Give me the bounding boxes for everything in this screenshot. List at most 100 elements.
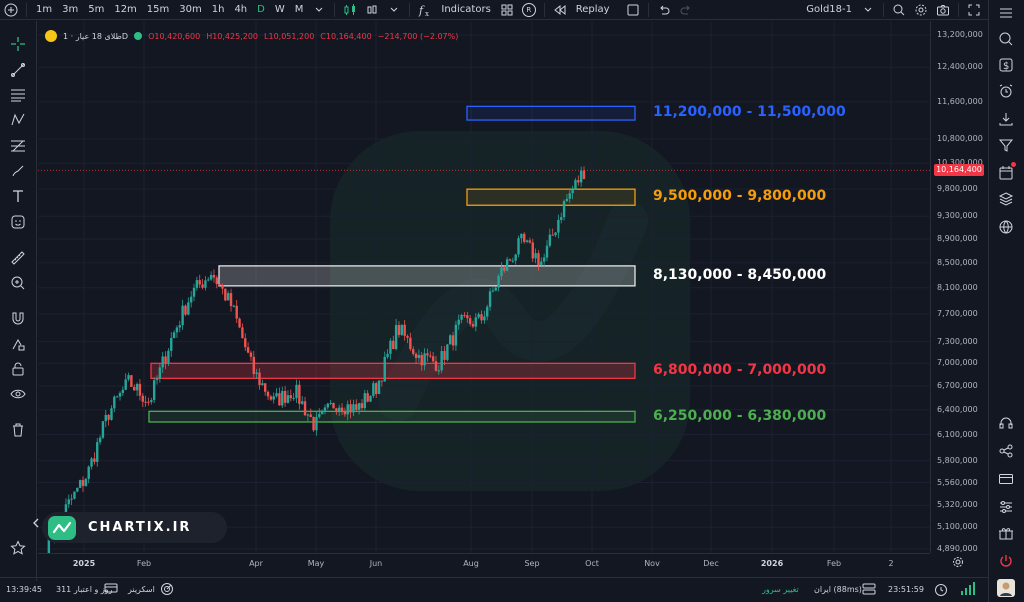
screener-link[interactable]: اسکرینر xyxy=(128,585,155,594)
screener-filter-icon[interactable] xyxy=(997,136,1015,154)
interval-3m[interactable]: 3m xyxy=(62,4,79,15)
magnet-icon[interactable] xyxy=(9,309,27,327)
candles-icon[interactable] xyxy=(342,2,358,18)
interval-D[interactable]: D xyxy=(257,4,265,15)
chevron-down-icon[interactable] xyxy=(386,2,402,18)
search-icon[interactable] xyxy=(997,30,1015,48)
indicators-button[interactable]: Indicators xyxy=(441,4,491,15)
interval-15m[interactable]: 15m xyxy=(146,4,170,15)
alarm-icon[interactable] xyxy=(997,82,1015,100)
candle-body xyxy=(246,347,250,353)
dollar-icon[interactable]: $ xyxy=(997,56,1015,74)
settings-sliders-icon[interactable] xyxy=(997,498,1015,516)
power-icon[interactable] xyxy=(997,552,1015,570)
emoji-icon[interactable] xyxy=(9,213,27,231)
download-icon[interactable] xyxy=(997,110,1015,128)
zone-box[interactable] xyxy=(466,105,636,121)
history-icon[interactable] xyxy=(934,583,948,597)
gift-icon[interactable] xyxy=(997,524,1015,542)
legend-high: H10,425,200 xyxy=(206,31,259,41)
candle-body xyxy=(218,284,221,286)
zone-box[interactable] xyxy=(150,362,636,379)
interval-M[interactable]: M xyxy=(294,4,304,15)
candle-body xyxy=(571,189,574,194)
replay-icon[interactable] xyxy=(552,2,568,18)
redo-icon[interactable] xyxy=(678,2,694,18)
candle-body xyxy=(542,257,546,262)
symbol-logo-icon xyxy=(45,30,57,42)
candle-body xyxy=(127,375,130,380)
zone-box[interactable] xyxy=(466,188,636,206)
interval-1h[interactable]: 1h xyxy=(211,4,225,15)
interval-5m[interactable]: 5m xyxy=(88,4,105,15)
rectangle-icon[interactable] xyxy=(625,2,641,18)
credit-card-status-icon[interactable] xyxy=(104,582,118,594)
candle-body xyxy=(403,324,406,336)
pattern-icon[interactable] xyxy=(9,111,27,129)
share-icon[interactable] xyxy=(997,442,1015,460)
interval-1m[interactable]: 1m xyxy=(36,4,53,15)
globe-icon[interactable] xyxy=(997,218,1015,236)
menu-icon[interactable] xyxy=(997,4,1015,22)
divider xyxy=(334,2,336,17)
zone-box[interactable] xyxy=(218,265,636,287)
layers-icon[interactable] xyxy=(997,190,1015,208)
undo-icon[interactable] xyxy=(656,2,672,18)
symbol-name[interactable]: Gold18-1 xyxy=(806,4,852,15)
r-badge[interactable]: R xyxy=(521,2,536,17)
trend-line-icon[interactable] xyxy=(9,61,27,79)
chevron-down-icon[interactable] xyxy=(860,2,876,18)
signal-strength-icon xyxy=(960,582,976,596)
eye-icon[interactable] xyxy=(9,385,27,403)
magnify-icon[interactable] xyxy=(891,2,907,18)
avatar[interactable] xyxy=(997,579,1015,597)
credit-card-icon[interactable] xyxy=(997,470,1015,488)
gear-icon[interactable] xyxy=(913,2,929,18)
layout-grid-icon[interactable] xyxy=(499,2,515,18)
candle-body xyxy=(568,193,571,199)
time-axis[interactable]: 2025 Feb Apr May Jun Aug Sep Oct Nov Dec 2026 Feb 2 xyxy=(38,553,930,573)
interval-W[interactable]: W xyxy=(274,4,285,15)
text-icon[interactable] xyxy=(9,187,27,205)
compare-icon[interactable] xyxy=(364,2,380,18)
axis-settings-icon[interactable] xyxy=(952,556,964,568)
price-axis[interactable]: 13,200,000 12,400,000 11,600,000 10,800,000… xyxy=(930,21,987,553)
candle-body xyxy=(286,395,290,403)
collapse-arrow-icon[interactable] xyxy=(32,518,40,528)
star-icon[interactable] xyxy=(9,539,27,557)
candle-body xyxy=(337,407,341,411)
time-tick-label: Apr xyxy=(249,559,263,568)
price-tick-label: 10,800,000 xyxy=(937,133,983,143)
interval-30m[interactable]: 30m xyxy=(179,4,202,15)
ruler-icon[interactable] xyxy=(9,249,27,267)
camera-icon[interactable] xyxy=(935,2,951,18)
candle-body xyxy=(551,234,554,236)
horizontal-lines-icon[interactable] xyxy=(9,86,27,104)
legend-symbol[interactable]: طلای 18 عیار · 1D xyxy=(63,31,129,41)
plus-icon[interactable] xyxy=(3,2,19,18)
zone-box[interactable] xyxy=(148,410,636,423)
price-chart[interactable] xyxy=(38,21,930,553)
zoom-in-icon[interactable] xyxy=(9,274,27,292)
interval-4h[interactable]: 4h xyxy=(234,4,248,15)
brush-icon[interactable] xyxy=(9,162,27,180)
support-headset-icon[interactable] xyxy=(997,414,1015,432)
trash-icon[interactable] xyxy=(9,421,27,439)
calendar-icon[interactable] xyxy=(997,162,1016,182)
lock-drawing-icon[interactable] xyxy=(9,335,27,353)
divider xyxy=(883,2,884,17)
change-server-link[interactable]: تغییر سرور xyxy=(762,585,799,594)
candle-body xyxy=(528,240,532,243)
replay-button[interactable]: Replay xyxy=(575,4,610,15)
crosshair-icon[interactable] xyxy=(9,35,27,53)
lock-icon[interactable] xyxy=(9,360,27,378)
chart-canvas[interactable] xyxy=(38,21,930,553)
candle-body xyxy=(167,350,170,364)
screener-icon[interactable] xyxy=(160,582,174,596)
interval-12m[interactable]: 12m xyxy=(114,4,137,15)
chevron-down-icon[interactable] xyxy=(311,2,327,18)
time-tick-label: 2 xyxy=(888,559,894,568)
fullscreen-icon[interactable] xyxy=(966,2,982,18)
fib-icon[interactable] xyxy=(9,137,27,155)
